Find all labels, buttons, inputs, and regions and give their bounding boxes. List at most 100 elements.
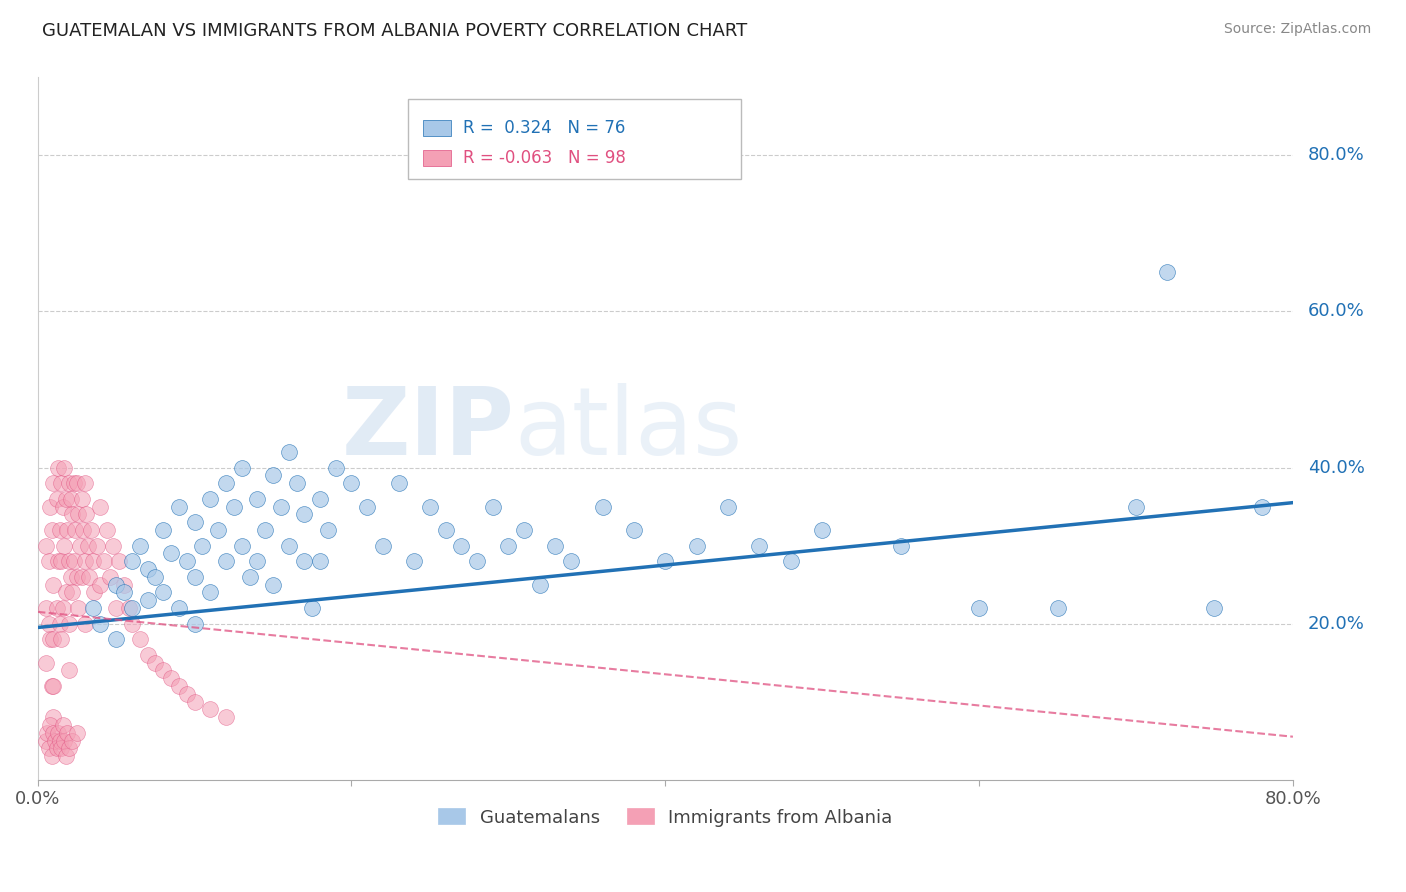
- Point: [51, 554, 73, 568]
- Point: [48, 733, 70, 747]
- Point: [73, 476, 96, 491]
- Point: [183, 616, 205, 631]
- Point: [65, 523, 87, 537]
- Point: [80, 523, 103, 537]
- Point: [66, 570, 89, 584]
- Point: [1046, 601, 1069, 615]
- Point: [270, 500, 292, 514]
- Point: [238, 570, 260, 584]
- Point: [513, 523, 536, 537]
- Text: R =  0.324   N = 76: R = 0.324 N = 76: [463, 119, 626, 137]
- Point: [136, 593, 159, 607]
- Point: [529, 577, 551, 591]
- Point: [160, 671, 183, 685]
- Point: [83, 585, 105, 599]
- Point: [419, 500, 441, 514]
- Point: [191, 539, 214, 553]
- FancyBboxPatch shape: [408, 98, 741, 179]
- Point: [207, 523, 229, 537]
- Point: [98, 570, 121, 584]
- Point: [277, 539, 299, 553]
- Text: 40.0%: 40.0%: [1308, 458, 1365, 476]
- Point: [60, 585, 83, 599]
- Point: [58, 664, 80, 678]
- Point: [779, 554, 801, 568]
- Point: [654, 554, 676, 568]
- Point: [59, 570, 82, 584]
- Point: [73, 554, 96, 568]
- Point: [246, 491, 269, 506]
- Point: [67, 601, 90, 615]
- Point: [481, 500, 503, 514]
- FancyBboxPatch shape: [423, 120, 451, 136]
- Point: [465, 554, 488, 568]
- Point: [498, 539, 520, 553]
- Point: [560, 554, 582, 568]
- Point: [128, 632, 150, 647]
- Text: 20.0%: 20.0%: [1308, 615, 1365, 632]
- Point: [215, 476, 238, 491]
- Point: [70, 570, 93, 584]
- Point: [52, 718, 75, 732]
- Point: [101, 539, 124, 553]
- Point: [200, 702, 222, 716]
- Point: [450, 539, 472, 553]
- Point: [325, 460, 347, 475]
- FancyBboxPatch shape: [423, 151, 451, 166]
- Point: [277, 445, 299, 459]
- Point: [34, 601, 56, 615]
- Point: [340, 476, 363, 491]
- Point: [309, 491, 332, 506]
- Point: [60, 508, 83, 522]
- Point: [60, 733, 83, 747]
- Point: [136, 562, 159, 576]
- Point: [592, 500, 614, 514]
- Point: [45, 741, 67, 756]
- Point: [89, 577, 111, 591]
- Point: [167, 500, 190, 514]
- Point: [42, 632, 65, 647]
- Point: [69, 539, 91, 553]
- Point: [105, 577, 128, 591]
- Point: [48, 616, 70, 631]
- Point: [46, 460, 69, 475]
- Point: [55, 585, 77, 599]
- Point: [51, 632, 73, 647]
- Point: [356, 500, 378, 514]
- Point: [62, 554, 84, 568]
- Point: [183, 695, 205, 709]
- Point: [285, 476, 308, 491]
- Point: [434, 523, 457, 537]
- Point: [46, 554, 69, 568]
- Point: [41, 679, 63, 693]
- Point: [45, 491, 67, 506]
- Point: [121, 554, 143, 568]
- Point: [42, 476, 65, 491]
- Point: [73, 616, 96, 631]
- Point: [387, 476, 409, 491]
- Text: 60.0%: 60.0%: [1308, 302, 1365, 320]
- Point: [93, 554, 115, 568]
- Point: [811, 523, 834, 537]
- Point: [66, 476, 89, 491]
- Point: [262, 468, 284, 483]
- Point: [66, 726, 89, 740]
- Point: [34, 656, 56, 670]
- Point: [51, 476, 73, 491]
- Point: [42, 726, 65, 740]
- Point: [70, 491, 93, 506]
- Point: [72, 523, 94, 537]
- Text: 80.0%: 80.0%: [1308, 146, 1365, 164]
- Point: [371, 539, 394, 553]
- Point: [136, 648, 159, 662]
- Point: [53, 539, 76, 553]
- Point: [108, 554, 131, 568]
- Point: [112, 577, 135, 591]
- Point: [44, 733, 66, 747]
- Point: [160, 546, 183, 560]
- Point: [118, 601, 141, 615]
- Point: [167, 679, 190, 693]
- Point: [301, 601, 323, 615]
- Point: [246, 554, 269, 568]
- Point: [41, 523, 63, 537]
